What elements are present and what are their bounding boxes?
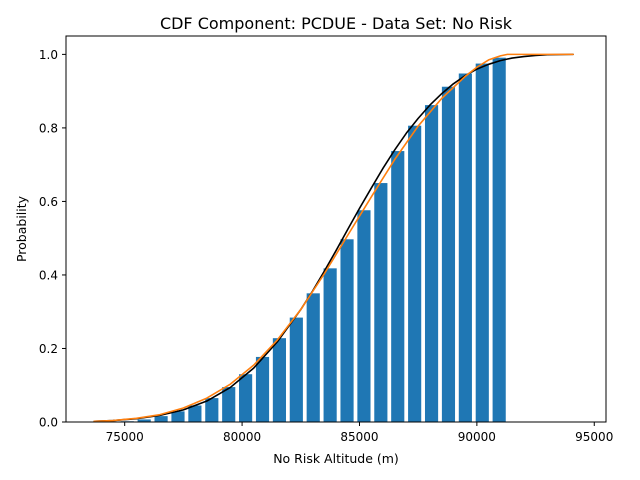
bar-19 (441, 86, 456, 422)
bar-17 (408, 125, 422, 422)
x-tick-label: 95000 (575, 430, 613, 444)
y-tick-label: 0.6 (39, 195, 58, 209)
y-axis-label: Probability (14, 195, 29, 262)
chart-title: CDF Component: PCDUE - Data Set: No Risk (160, 14, 513, 33)
bar-6 (222, 387, 236, 422)
bar-14 (357, 210, 371, 422)
y-tick-label: 0.8 (39, 121, 58, 135)
bar-9 (272, 338, 286, 422)
bar-22 (492, 57, 506, 422)
x-tick-label: 90000 (458, 430, 496, 444)
bar-18 (424, 105, 439, 423)
cdf-line-1 (93, 53, 574, 423)
x-axis-label: No Risk Altitude (m) (273, 451, 399, 466)
bar-8 (255, 356, 270, 422)
bar-2 (154, 416, 168, 422)
bars-layer (120, 57, 506, 423)
y-tick-label: 1.0 (39, 48, 58, 62)
bar-10 (289, 317, 303, 422)
bar-20 (458, 73, 472, 422)
x-tick-label: 75000 (106, 430, 144, 444)
x-tick-label: 80000 (223, 430, 261, 444)
bar-7 (239, 374, 253, 422)
x-tick-label: 85000 (340, 430, 378, 444)
bar-5 (205, 398, 219, 422)
x-axis: 75000 80000 85000 90000 95000 (106, 422, 613, 444)
y-tick-label: 0.0 (39, 416, 58, 430)
bar-12 (323, 268, 337, 422)
y-tick-label: 0.4 (39, 268, 58, 282)
bar-21 (475, 63, 489, 422)
bar-3 (171, 411, 185, 422)
y-axis: 0.0 0.2 0.4 0.6 0.8 1.0 (39, 48, 66, 430)
bar-11 (306, 293, 320, 422)
bar-15 (374, 183, 388, 422)
lines-layer (93, 53, 574, 423)
bar-1 (137, 419, 151, 422)
plot-frame (65, 35, 607, 423)
bar-16 (391, 151, 405, 422)
cdf-line-0 (93, 53, 574, 423)
bar-4 (188, 405, 202, 422)
y-tick-label: 0.2 (39, 342, 58, 356)
bar-13 (340, 239, 354, 422)
